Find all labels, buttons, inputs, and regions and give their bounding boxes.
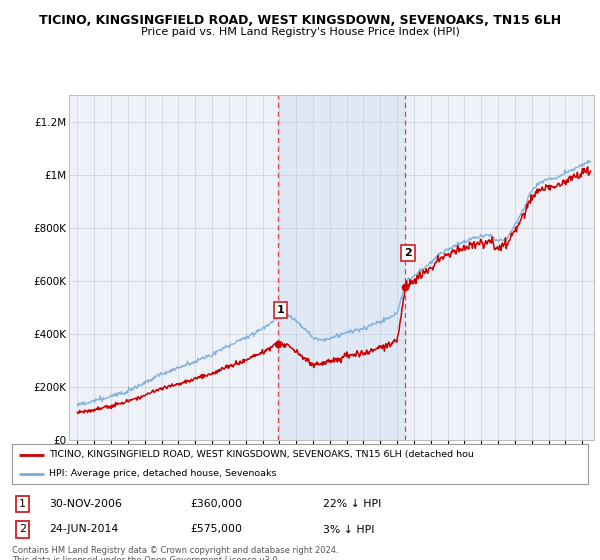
Text: HPI: Average price, detached house, Sevenoaks: HPI: Average price, detached house, Seve… [49, 469, 277, 478]
Text: £360,000: £360,000 [191, 499, 242, 508]
Text: 2: 2 [19, 525, 26, 534]
Text: 1: 1 [19, 499, 26, 508]
Text: £575,000: £575,000 [191, 525, 242, 534]
Text: 24-JUN-2014: 24-JUN-2014 [49, 525, 119, 534]
Text: Contains HM Land Registry data © Crown copyright and database right 2024.
This d: Contains HM Land Registry data © Crown c… [12, 546, 338, 560]
Text: 3% ↓ HPI: 3% ↓ HPI [323, 525, 374, 534]
Text: 22% ↓ HPI: 22% ↓ HPI [323, 499, 382, 508]
Text: 2: 2 [404, 248, 412, 258]
Text: 30-NOV-2006: 30-NOV-2006 [49, 499, 122, 508]
Text: Price paid vs. HM Land Registry's House Price Index (HPI): Price paid vs. HM Land Registry's House … [140, 27, 460, 37]
Text: 1: 1 [277, 305, 284, 315]
Text: TICINO, KINGSINGFIELD ROAD, WEST KINGSDOWN, SEVENOAKS, TN15 6LH: TICINO, KINGSINGFIELD ROAD, WEST KINGSDO… [39, 14, 561, 27]
Bar [278, 95, 406, 440]
Text: TICINO, KINGSINGFIELD ROAD, WEST KINGSDOWN, SEVENOAKS, TN15 6LH (detached hou: TICINO, KINGSINGFIELD ROAD, WEST KINGSDO… [49, 450, 475, 459]
